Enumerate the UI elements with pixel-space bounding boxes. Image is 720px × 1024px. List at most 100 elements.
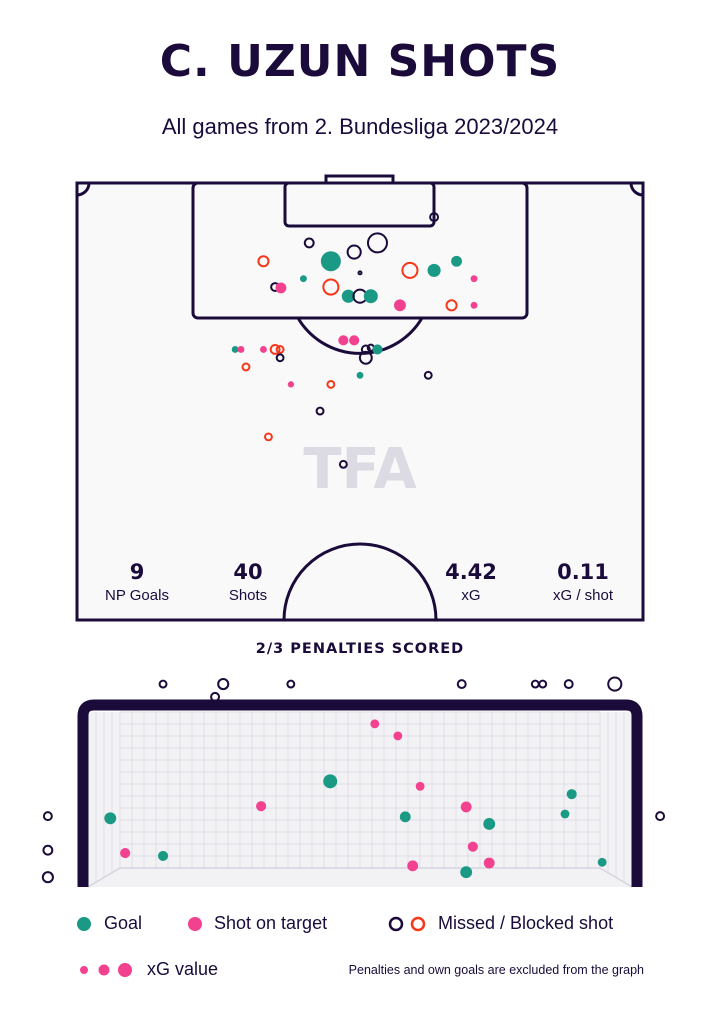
shot-goal	[341, 289, 355, 303]
shot-goal	[427, 263, 441, 277]
footnote: Penalties and own goals are excluded fro…	[348, 963, 644, 977]
shot-missed	[217, 678, 230, 691]
shot-goal	[104, 812, 117, 825]
shot-on-target	[393, 731, 403, 741]
stat-label: xG / shot	[552, 587, 614, 604]
shot-on-target	[256, 801, 267, 812]
penalty-box	[191, 181, 529, 320]
shot-on-target	[467, 841, 478, 852]
shot-on-target	[470, 301, 478, 309]
shot-goal	[399, 811, 411, 823]
goal-net	[87, 711, 633, 888]
stat-xg-per-shot: 0.11 xG / shot	[513, 560, 653, 604]
shot-goal	[483, 818, 496, 830]
page-subtitle: All games from 2. Bundesliga 2023/2024	[161, 114, 559, 139]
shot-goal	[560, 809, 570, 819]
shot-missed	[456, 679, 467, 690]
shot-blocked	[445, 299, 458, 312]
goal-frame	[324, 174, 395, 183]
watermark: TFA	[303, 437, 417, 502]
shot-missed	[357, 270, 363, 276]
shot-missed	[607, 676, 623, 692]
shot-goal	[566, 789, 577, 800]
shot-on-target	[415, 781, 425, 791]
stat-label: xG	[461, 587, 481, 604]
page-title: C. UZUN SHOTS	[159, 36, 561, 87]
shot-missed	[158, 679, 168, 689]
shot-goal	[363, 289, 378, 304]
shot-missed	[42, 811, 53, 822]
penalties-scored: 2/3 PENALTIES SCORED	[255, 641, 465, 657]
legend-on-target-label: Shot on target	[214, 913, 328, 933]
center-circle	[282, 542, 438, 621]
shot-goal	[460, 866, 473, 879]
shot-missed	[303, 237, 315, 249]
shot-on-target	[338, 335, 349, 346]
stat-value: 4.42	[445, 560, 497, 584]
penalty-arc	[296, 317, 424, 355]
shot-missed	[538, 679, 548, 689]
stat-label: NP Goals	[105, 587, 169, 604]
shot-goal	[231, 346, 239, 353]
shot-missed	[315, 406, 325, 416]
shot-on-target	[470, 275, 478, 283]
shot-missed	[358, 350, 373, 365]
shot-missed	[366, 232, 388, 254]
shot-on-target	[483, 857, 495, 869]
shot-blocked	[401, 261, 419, 279]
shot-missed	[42, 844, 54, 856]
stat-label: Shots	[228, 587, 268, 604]
stat-value: 9	[129, 560, 145, 584]
shot-on-target	[370, 719, 380, 729]
shot-on-target	[287, 381, 295, 388]
shot-blocked	[326, 380, 336, 389]
shot-missed	[429, 212, 440, 223]
shot-map-pitch: TFA	[75, 174, 645, 622]
shot-goal	[323, 774, 338, 789]
stat-value: 0.11	[557, 560, 609, 584]
legend-goal-label: Goal	[104, 913, 143, 933]
shot-goal	[157, 850, 169, 861]
stat-value: 40	[233, 560, 263, 584]
shot-missed	[655, 811, 666, 822]
shot-on-target	[407, 860, 419, 872]
shot-missed	[210, 691, 221, 702]
shot-goal	[597, 857, 607, 867]
shot-on-target	[237, 346, 245, 353]
shot-goal	[451, 255, 462, 267]
corner-arc-left	[76, 182, 91, 197]
shot-on-target	[120, 848, 131, 859]
shot-missed	[286, 679, 296, 689]
shot-on-target	[349, 335, 360, 346]
shot-missed	[360, 344, 371, 355]
shot-goal	[299, 275, 307, 283]
net-base	[87, 867, 633, 888]
shot-goal	[320, 251, 341, 272]
shot-blocked	[264, 432, 273, 442]
stat-np-goals: 9 NP Goals	[67, 560, 207, 604]
shot-missed	[41, 871, 54, 884]
shot-blocked	[322, 278, 340, 296]
shot-missed	[530, 679, 540, 689]
shot-on-target	[460, 801, 472, 813]
shot-missed	[346, 244, 362, 260]
shot-on-target	[394, 299, 406, 312]
shot-missed	[423, 370, 433, 380]
shot-on-target	[260, 346, 267, 353]
stat-xg: 4.42 xG	[401, 560, 541, 604]
shot-blocked	[241, 362, 251, 372]
shot-blocked	[269, 344, 281, 355]
shot-goal	[356, 371, 364, 379]
shot-goal	[372, 344, 383, 355]
shot-missed	[563, 679, 574, 690]
legend-missed-label: Missed / Blocked shot	[438, 913, 614, 933]
shot-blocked	[257, 255, 270, 268]
shot-missed	[275, 353, 285, 363]
legend-xg-label: xG value	[147, 959, 219, 979]
shot-missed	[338, 459, 348, 469]
shot-blocked	[275, 345, 285, 354]
stat-shots: 40 Shots	[178, 560, 318, 604]
goal-frame-posts	[77, 699, 643, 887]
shot-on-target	[275, 282, 287, 294]
